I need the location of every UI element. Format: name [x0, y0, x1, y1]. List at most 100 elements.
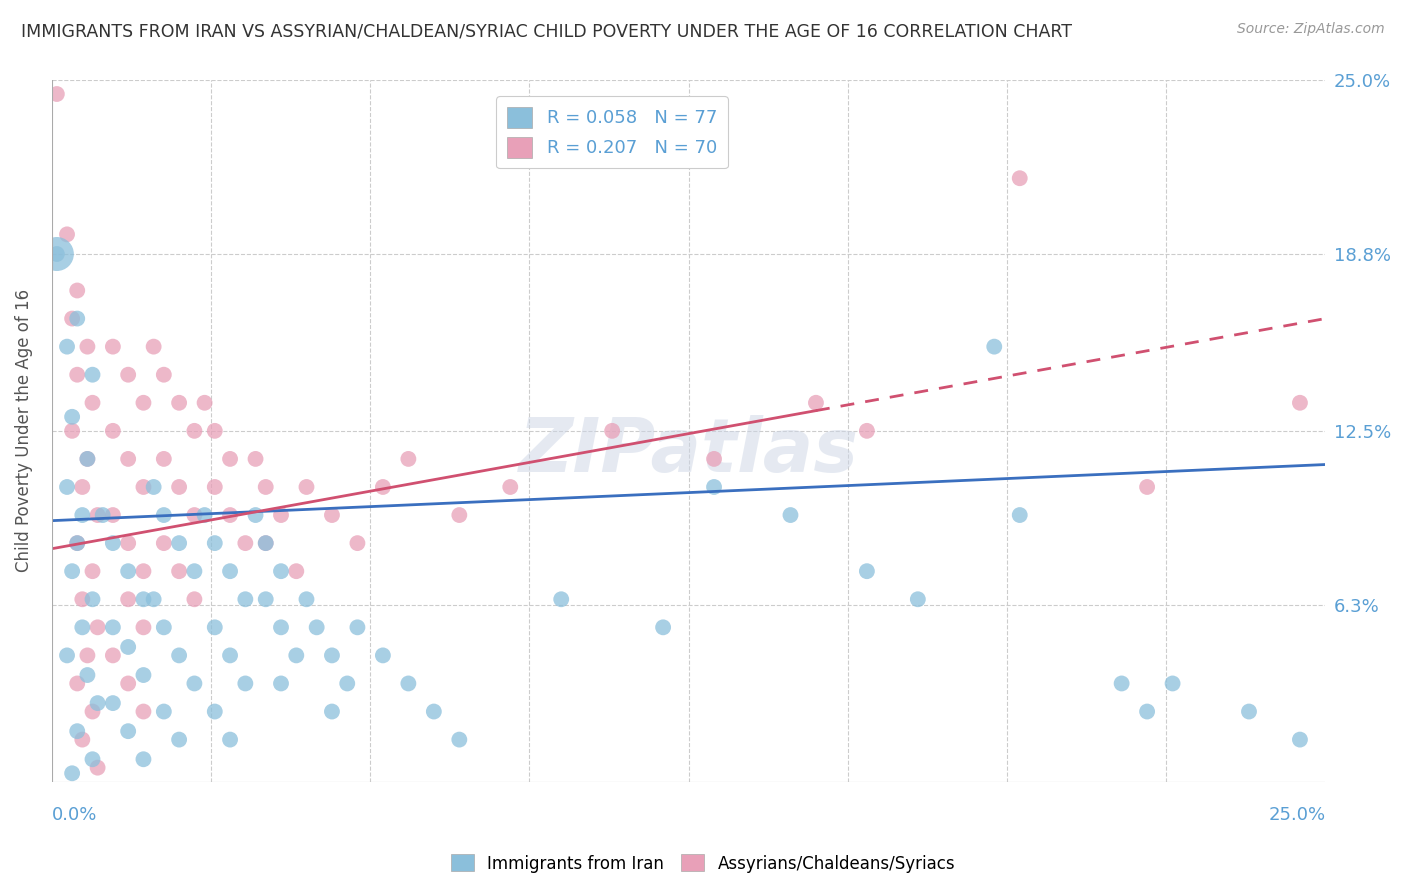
- Point: [60, 409, 83, 424]
- Text: 25.0%: 25.0%: [1268, 806, 1326, 824]
- Point: [204, 480, 226, 494]
- Text: 0.0%: 0.0%: [52, 806, 97, 824]
- Point: [371, 480, 394, 494]
- Point: [167, 732, 190, 747]
- Point: [423, 705, 446, 719]
- Point: [142, 592, 165, 607]
- Point: [153, 705, 176, 719]
- Point: [396, 451, 419, 466]
- Point: [245, 451, 267, 466]
- Point: [66, 284, 89, 298]
- Point: [132, 668, 155, 682]
- Point: [1008, 508, 1031, 522]
- Point: [652, 620, 675, 634]
- Point: [91, 508, 114, 522]
- Point: [183, 508, 205, 522]
- Point: [703, 451, 725, 466]
- Point: [600, 424, 623, 438]
- Point: [321, 705, 343, 719]
- Point: [132, 564, 155, 578]
- Point: [371, 648, 394, 663]
- Point: [235, 536, 257, 550]
- Legend: R = 0.058   N = 77, R = 0.207   N = 70: R = 0.058 N = 77, R = 0.207 N = 70: [496, 96, 728, 169]
- Point: [86, 696, 108, 710]
- Point: [132, 752, 155, 766]
- Point: [66, 311, 89, 326]
- Point: [449, 732, 471, 747]
- Point: [153, 536, 176, 550]
- Point: [60, 311, 83, 326]
- Point: [270, 508, 292, 522]
- Point: [285, 564, 308, 578]
- Point: [204, 424, 226, 438]
- Point: [1136, 705, 1159, 719]
- Point: [117, 564, 139, 578]
- Point: [82, 368, 104, 382]
- Point: [1289, 732, 1312, 747]
- Point: [86, 620, 108, 634]
- Point: [856, 424, 879, 438]
- Point: [66, 368, 89, 382]
- Point: [56, 648, 79, 663]
- Point: [66, 724, 89, 739]
- Point: [167, 396, 190, 410]
- Point: [117, 368, 139, 382]
- Point: [245, 508, 267, 522]
- Point: [219, 732, 242, 747]
- Point: [117, 592, 139, 607]
- Point: [66, 536, 89, 550]
- Point: [204, 705, 226, 719]
- Point: [254, 480, 277, 494]
- Point: [66, 676, 89, 690]
- Point: [56, 340, 79, 354]
- Point: [295, 592, 318, 607]
- Point: [72, 732, 94, 747]
- Point: [153, 508, 176, 522]
- Point: [305, 620, 328, 634]
- Point: [72, 508, 94, 522]
- Point: [60, 564, 83, 578]
- Point: [153, 451, 176, 466]
- Point: [703, 480, 725, 494]
- Text: IMMIGRANTS FROM IRAN VS ASSYRIAN/CHALDEAN/SYRIAC CHILD POVERTY UNDER THE AGE OF : IMMIGRANTS FROM IRAN VS ASSYRIAN/CHALDEA…: [21, 22, 1073, 40]
- Point: [101, 424, 124, 438]
- Point: [142, 480, 165, 494]
- Point: [183, 676, 205, 690]
- Point: [101, 620, 124, 634]
- Point: [82, 564, 104, 578]
- Point: [117, 536, 139, 550]
- Point: [167, 480, 190, 494]
- Point: [60, 424, 83, 438]
- Point: [336, 676, 359, 690]
- Point: [499, 480, 522, 494]
- Point: [153, 368, 176, 382]
- Point: [285, 648, 308, 663]
- Point: [907, 592, 929, 607]
- Point: [167, 648, 190, 663]
- Point: [167, 564, 190, 578]
- Point: [72, 620, 94, 634]
- Point: [254, 592, 277, 607]
- Point: [219, 508, 242, 522]
- Point: [86, 761, 108, 775]
- Point: [804, 396, 827, 410]
- Point: [194, 396, 217, 410]
- Point: [82, 705, 104, 719]
- Text: ZIPatlas: ZIPatlas: [519, 416, 859, 489]
- Point: [45, 247, 67, 261]
- Point: [270, 620, 292, 634]
- Point: [132, 620, 155, 634]
- Point: [72, 480, 94, 494]
- Point: [183, 564, 205, 578]
- Point: [1237, 705, 1260, 719]
- Point: [76, 668, 98, 682]
- Point: [219, 648, 242, 663]
- Point: [270, 676, 292, 690]
- Point: [86, 508, 108, 522]
- Point: [183, 424, 205, 438]
- Point: [82, 396, 104, 410]
- Point: [983, 340, 1005, 354]
- Point: [101, 536, 124, 550]
- Point: [132, 396, 155, 410]
- Point: [856, 564, 879, 578]
